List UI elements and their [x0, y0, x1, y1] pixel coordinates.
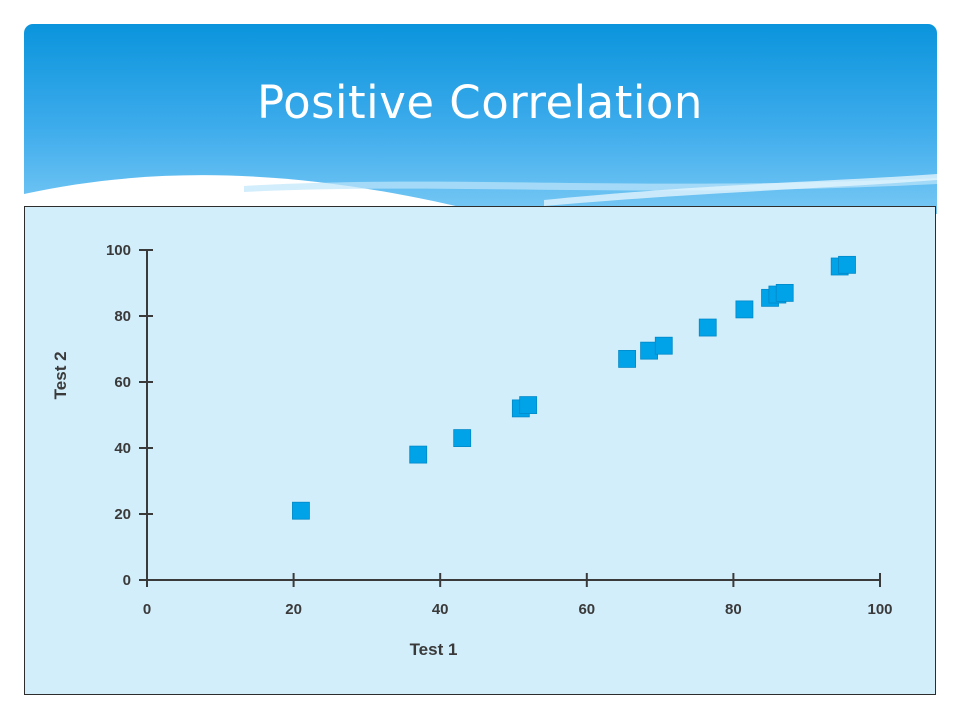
- data-point: [838, 255, 856, 274]
- y-tick-label: 100: [106, 242, 131, 259]
- scatter-chart: 0 20 40 60 80 100 0 20 40 60 80 100 Test 1 Test 2: [24, 206, 936, 695]
- y-tick-label: 80: [114, 308, 131, 325]
- y-tick-label: 60: [114, 374, 131, 391]
- x-tick-label: 100: [867, 601, 892, 618]
- data-point: [735, 300, 754, 319]
- x-axis-title: Test 1: [410, 640, 458, 659]
- data-point: [453, 429, 472, 448]
- data-point: [654, 336, 673, 355]
- axes-layer: 0 20 40 60 80 100 0 20 40 60 80 100: [106, 242, 893, 618]
- data-point: [775, 284, 794, 302]
- x-tick-label: 40: [432, 601, 449, 618]
- slide-header-banner: [24, 24, 937, 214]
- x-tick-label: 80: [725, 601, 742, 618]
- x-tick-label: 0: [143, 601, 151, 618]
- slide-title: Positive Correlation: [257, 76, 703, 129]
- y-tick-label: 0: [123, 572, 131, 589]
- x-tick-label: 20: [285, 601, 302, 618]
- data-point: [519, 396, 538, 415]
- header-swoosh-decoration: [24, 174, 937, 214]
- y-tick-label: 20: [114, 506, 131, 523]
- data-point: [409, 445, 428, 464]
- data-point: [698, 318, 717, 337]
- x-tick-label: 60: [578, 601, 595, 618]
- data-point: [292, 501, 310, 520]
- data-point: [618, 349, 637, 368]
- points-layer: [292, 255, 856, 520]
- scatter-plot-svg: 0 20 40 60 80 100 0 20 40 60 80 100 Test 1 Test 2: [51, 242, 893, 659]
- y-axis-title: Test 2: [51, 351, 70, 399]
- y-tick-label: 40: [114, 440, 131, 457]
